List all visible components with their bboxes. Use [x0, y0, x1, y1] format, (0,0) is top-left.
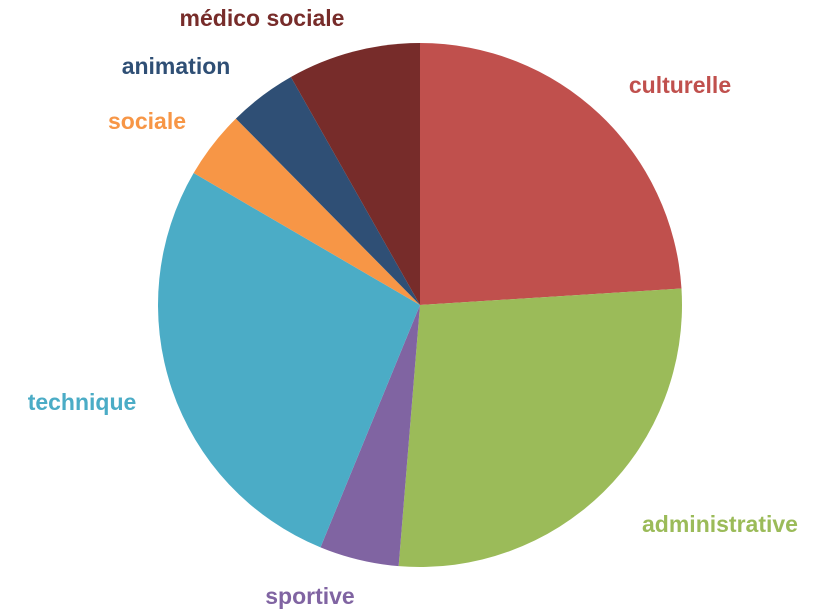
- slice-label: sportive: [265, 583, 354, 609]
- slice-label: sociale: [108, 108, 186, 134]
- pie-slice: [157, 173, 421, 548]
- pie-slice: [320, 305, 420, 567]
- pie-slice: [398, 288, 683, 567]
- slice-label: administrative: [642, 511, 798, 537]
- pie-slice: [193, 118, 420, 305]
- pie-slice: [235, 77, 420, 305]
- slice-label: culturelle: [629, 72, 731, 98]
- slice-label: animation: [122, 53, 231, 79]
- slice-label: médico sociale: [180, 5, 345, 31]
- slice-label: technique: [28, 389, 137, 415]
- pie-slice: [290, 43, 420, 305]
- pie-slice: [420, 43, 682, 305]
